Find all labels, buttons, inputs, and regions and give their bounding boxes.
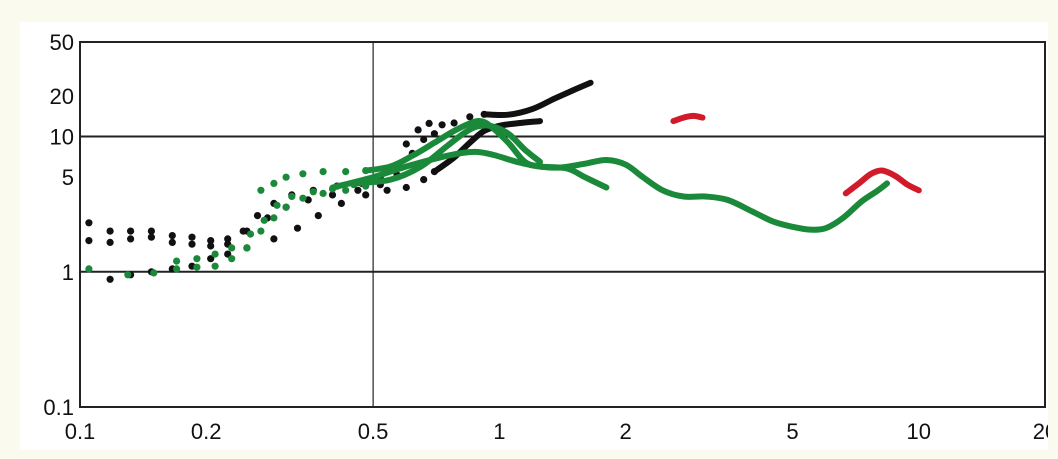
series-7-point-2 [282,173,290,181]
series-2-point-5 [207,255,215,263]
series-11-line [670,112,706,125]
series-3 [431,118,543,175]
series-2-point-11 [337,199,345,207]
series-1-point-13 [354,186,362,194]
series-6-point-1 [193,255,201,263]
series-6-point-7 [288,192,296,201]
series-1-point-0 [85,237,93,245]
series-5-point-11 [299,194,307,202]
x-tick-label-7: 20 [1033,419,1048,444]
y-axis-ticks: 0.1 1 5 10 20 50 [43,30,74,420]
series-5-point-0 [85,265,93,273]
chart: 0.1 0.2 0.5 1 2 5 10 20 0.1 1 5 10 20 50 [43,30,1048,444]
series-1-point-17 [420,135,428,144]
series-5-point-13 [342,186,350,194]
series-2-point-0 [106,275,114,283]
series-4-line [481,79,594,119]
series-7-point-4 [319,168,327,176]
x-tick-label-2: 0.5 [358,419,389,444]
series-2-point-8 [270,235,278,243]
series-2-point-14 [402,183,410,192]
series-0-point-17 [402,140,410,148]
series-1-point-12 [328,191,337,199]
series-0-point-19 [425,119,433,127]
series-9 [329,148,890,233]
y-tick-label-4: 20 [50,84,74,109]
series-0-point-3 [147,227,155,235]
series-0-point-4 [168,232,176,240]
series-1-point-5 [188,240,196,248]
series-0-point-0 [85,219,93,227]
series-5-point-3 [173,265,181,273]
series-5-point-5 [211,262,219,270]
series-6-point-2 [211,250,219,258]
series-group [85,79,922,283]
series-1-point-4 [168,238,176,246]
x-tick-label-1: 0.2 [191,419,222,444]
series-7-point-3 [299,170,307,178]
series-0-point-2 [127,227,135,235]
series-6-point-8 [309,188,317,196]
series-0-point-9 [253,212,262,220]
y-tick-label-3: 10 [50,125,74,150]
series-5-point-2 [150,269,158,277]
series-0-point-20 [438,121,446,129]
series-7-point-0 [257,186,265,194]
series-7-point-1 [270,179,278,187]
series-0-point-22 [466,113,474,121]
series-12-line [842,167,922,197]
x-tick-label-6: 10 [907,419,931,444]
series-11 [670,112,706,125]
series-6-point-6 [273,201,281,209]
y-tick-label-0: 0.1 [43,395,74,420]
x-axis-ticks: 0.1 0.2 0.5 1 2 5 10 20 [65,419,1048,444]
series-5-point-4 [193,263,201,271]
series-3-line [431,118,543,175]
series-5-point-1 [124,271,132,279]
series-5-point-6 [228,255,236,263]
series-1-point-6 [207,242,215,250]
series-0-point-18 [414,126,422,134]
series-10 [350,122,543,187]
y-tick-label-1: 1 [62,260,74,285]
y-tick-label-5: 50 [50,30,74,55]
series-5-point-9 [270,214,278,222]
series-1-point-18 [430,130,438,138]
x-tick-label-3: 1 [493,419,505,444]
series-2-point-9 [293,224,302,232]
series-2-point-12 [362,191,370,199]
x-tick-label-0: 0.1 [65,419,96,444]
series-5-point-10 [282,203,290,211]
series-5-point-12 [319,189,327,197]
series-6-point-0 [173,257,181,265]
chart-frame: 0.1 0.2 0.5 1 2 5 10 20 0.1 1 5 10 20 50 [20,22,1048,450]
series-6-point-3 [228,244,236,252]
series-6-point-4 [246,230,255,238]
series-0-point-7 [224,235,232,243]
x-tick-label-5: 5 [786,419,798,444]
series-5-point-7 [243,244,251,252]
gridlines [80,42,1045,407]
series-2-point-13 [383,186,391,194]
series-4 [481,79,594,119]
series-0-point-21 [450,119,458,127]
series-5 [85,182,370,279]
series-5-point-8 [257,227,265,235]
series-1-point-1 [106,238,114,246]
series-7-point-5 [342,168,350,176]
series-6-point-5 [260,216,268,224]
plot-border [79,41,1046,408]
series-0-point-5 [188,233,196,241]
series-9-line [329,148,890,233]
series-0-point-6 [207,237,215,245]
series-10-line [350,122,543,187]
series-2-point-10 [314,212,322,220]
series-1-point-3 [147,233,155,241]
series-0-point-1 [106,227,114,235]
x-tick-label-4: 2 [619,419,631,444]
series-12 [842,167,922,197]
y-tick-label-2: 5 [62,165,74,190]
series-1-point-2 [127,235,135,243]
series-2-point-15 [420,176,428,184]
